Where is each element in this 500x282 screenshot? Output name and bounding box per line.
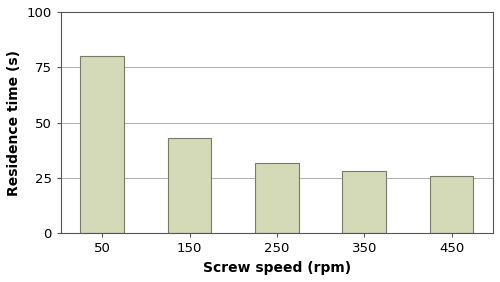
Bar bbox=[168, 138, 212, 233]
Bar bbox=[80, 56, 124, 233]
Bar bbox=[255, 163, 298, 233]
Bar bbox=[430, 176, 474, 233]
Y-axis label: Residence time (s): Residence time (s) bbox=[7, 50, 21, 196]
Bar bbox=[342, 171, 386, 233]
X-axis label: Screw speed (rpm): Screw speed (rpm) bbox=[203, 261, 351, 275]
